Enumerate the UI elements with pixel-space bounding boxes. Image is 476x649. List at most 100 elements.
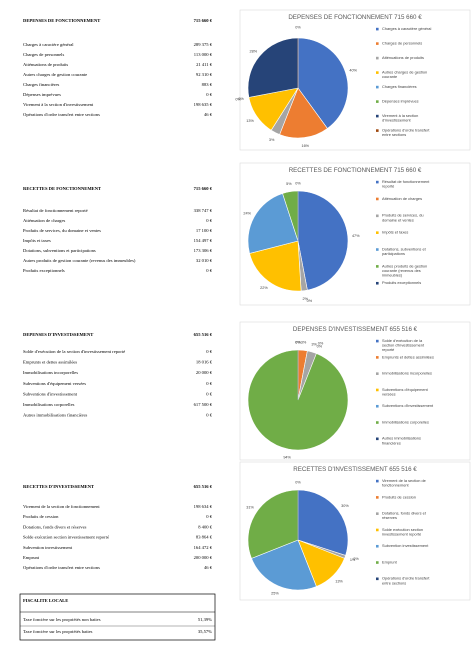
legend-label: Atténuation de charges (382, 196, 422, 201)
legend-label: Subventions d'investissement (382, 403, 434, 408)
row-value: 198 635 € (194, 102, 213, 107)
legend-label: Charges financières (382, 84, 417, 89)
pie-label: 0% (238, 97, 244, 101)
row-label: Charges de personnels (23, 52, 64, 57)
legend-label: Subvention investissement (382, 543, 429, 548)
row-label: Produits de cession (23, 514, 59, 519)
chart-title: DEPENSES D'INVESTISSEMENT 655 516 € (293, 326, 418, 333)
pie-label: 3% (301, 341, 307, 345)
chart-title: RECETTES DE FONCTIONNEMENT 715 660 € (289, 167, 422, 174)
legend-label: Résultat de fonctionnement reporté (382, 179, 430, 189)
row-value: 173 306 € (194, 248, 213, 253)
legend-label: Atténuations de produits (382, 55, 424, 60)
legend-swatch (376, 528, 379, 532)
table-title: RECETTES D'INVESTISSEMENT (23, 484, 94, 489)
legend-label: Emprunt (382, 559, 398, 564)
row-value: 113 000 € (194, 52, 213, 57)
pie-slice (247, 489, 299, 559)
row-label: Virement de la section de fonctionnement (23, 504, 100, 509)
pie-label: 0% (295, 480, 301, 484)
legend-swatch (376, 71, 379, 74)
pie-label: 0% (317, 344, 323, 348)
row-value: 46 € (204, 565, 213, 570)
legend-swatch (376, 339, 379, 343)
pie-slice (279, 87, 328, 139)
pie-label: 0% (295, 340, 301, 344)
fiscalite-value: 35,57% (198, 629, 212, 635)
pie-slice (251, 539, 317, 591)
fiscalite-label: Taxe foncière sur les propriétés non bat… (23, 617, 101, 622)
row-value: 92 310 € (196, 72, 213, 77)
legend-label: Opérations d'ordre transfert entre sectio… (382, 128, 430, 138)
pie-slice (297, 190, 349, 291)
pie-slice (249, 240, 302, 292)
legend-swatch (376, 437, 379, 441)
row-label: Charges financières (23, 82, 59, 87)
legend-label: Dotations, fonds divers et réserves (382, 511, 427, 521)
row-label: Dotations, subventions et participations (23, 248, 96, 254)
row-label: Subventions d'équipement versées (23, 381, 86, 386)
legend-swatch (376, 42, 379, 45)
row-value: 0 € (206, 381, 212, 386)
row-label: Immobilisations incorporelles (23, 370, 78, 375)
fiscalite-value: 51,39% (198, 617, 212, 623)
legend-swatch (376, 388, 379, 392)
legend-swatch (376, 231, 379, 234)
legend-swatch (376, 479, 379, 483)
legend-label: Autres immobilisations financières (382, 436, 421, 446)
table-total: 715 660 € (194, 18, 213, 23)
pie-slice (247, 193, 299, 254)
legend-label: Opérations d'ordre transfert entre sectio… (382, 576, 430, 586)
legend-swatch (376, 56, 379, 60)
pie-slice (247, 37, 299, 98)
pie-label: 0% (295, 340, 301, 344)
row-label: Produits exceptionnels (23, 268, 65, 273)
row-value: 0 € (206, 413, 212, 418)
row-value: 0 € (206, 514, 212, 519)
pie-slice (297, 489, 349, 556)
legend-swatch (376, 512, 379, 515)
table-total: 655 516 € (194, 332, 213, 337)
row-value: 289 375 € (194, 42, 213, 47)
legend-label: Virement de la section de fonctionnement (382, 478, 426, 488)
row-value: 0 € (206, 268, 212, 273)
row-value: 46 € (204, 112, 213, 117)
row-label: Autres produits de gestion courante (rev… (23, 258, 136, 263)
legend-label: Produits de cession (382, 494, 416, 499)
row-label: Dépenses imprévues (23, 92, 61, 97)
row-value: 0 € (206, 391, 212, 396)
row-label: Dotations, fonds divers et réserves (23, 524, 87, 530)
row-value: 200 000 € (194, 555, 213, 560)
legend-swatch (376, 356, 379, 359)
pie-label: 3% (311, 343, 317, 347)
row-value: 0 € (206, 218, 212, 223)
legend-swatch (376, 129, 379, 132)
table-title: DEPENSES DE FONCTIONNEMENT (23, 18, 100, 23)
pie-label: 0% (295, 181, 301, 185)
row-value: 0 € (206, 92, 212, 97)
row-label: Charges à caractère général (23, 42, 74, 47)
legend-swatch (376, 114, 379, 118)
pie-label: 16% (301, 144, 309, 148)
row-label: Immobilisations corporelles (23, 402, 75, 407)
legend-label: Charges de personnels (382, 41, 422, 46)
pie-label: 94% (283, 455, 291, 459)
row-label: Solde d'exécution de la section d'invest… (23, 349, 125, 354)
legend-swatch (376, 421, 379, 424)
row-label: Emprunt (23, 555, 40, 560)
legend-label: Charges à caractère général (382, 26, 431, 31)
row-value: 883 € (202, 82, 213, 87)
legend-swatch (376, 248, 379, 251)
pie-label: 13% (246, 119, 254, 123)
legend-swatch (376, 180, 379, 184)
row-value: 198 634 € (194, 504, 213, 509)
pie-label: 47% (352, 234, 360, 238)
row-value: 154 497 € (194, 238, 213, 243)
legend-label: Immobilisations corporelles (382, 419, 429, 424)
row-value: 20 000 € (196, 370, 213, 375)
table-title: DEPENSES D'INVESTISSEMENT (23, 332, 93, 337)
row-label: Emprunts et dettes assimilées (23, 360, 77, 365)
pie-label: 31% (246, 506, 254, 510)
legend-label: Impôts et taxes (382, 230, 408, 235)
